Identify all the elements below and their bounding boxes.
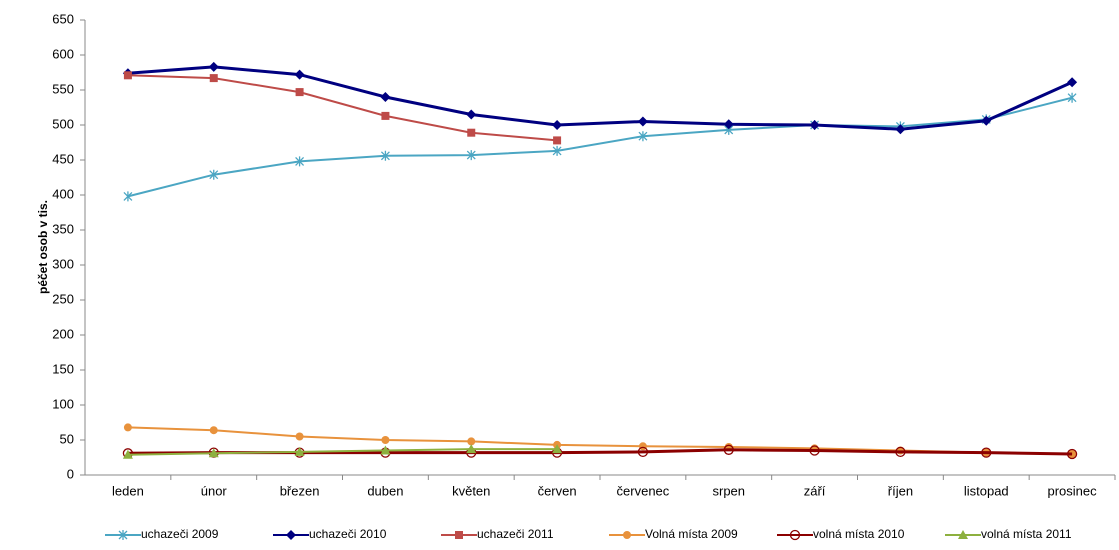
y-axis-label: péčet osob v tis. xyxy=(36,200,50,294)
x-tick-label: červenec xyxy=(617,483,670,498)
legend-label: uchazeči 2011 xyxy=(477,527,554,541)
data-point xyxy=(380,445,391,455)
x-tick-label: srpen xyxy=(712,483,745,498)
data-point xyxy=(466,109,477,120)
data-point xyxy=(209,74,218,83)
legend-marker xyxy=(455,531,463,539)
legend-label: uchazeči 2009 xyxy=(141,527,219,541)
legend-label: Volná místa 2009 xyxy=(645,527,738,541)
data-point xyxy=(295,156,305,167)
data-point xyxy=(981,115,992,126)
y-tick-label: 650 xyxy=(52,11,74,26)
data-point xyxy=(981,447,992,458)
series-line xyxy=(127,65,1073,131)
data-point xyxy=(809,120,820,130)
data-point xyxy=(552,145,562,156)
data-point xyxy=(381,436,390,444)
x-tick-label: říjen xyxy=(888,483,913,498)
data-point xyxy=(466,150,476,161)
y-tick-label: 500 xyxy=(52,116,74,131)
data-point xyxy=(809,445,820,456)
x-tick-label: listopad xyxy=(964,483,1009,498)
data-point xyxy=(209,169,219,180)
legend-label: volná místa 2010 xyxy=(813,527,905,541)
data-point xyxy=(1067,92,1077,103)
legend-marker xyxy=(286,530,296,540)
data-point xyxy=(466,444,477,454)
data-point xyxy=(294,69,305,80)
data-point xyxy=(467,437,476,446)
y-tick-label: 400 xyxy=(52,186,74,201)
data-point xyxy=(1066,448,1078,460)
legend-marker xyxy=(958,530,968,539)
data-point xyxy=(1067,77,1078,88)
data-point xyxy=(295,432,304,441)
data-point xyxy=(723,119,734,130)
x-tick-label: září xyxy=(804,483,826,498)
data-point xyxy=(552,444,563,454)
legend-marker xyxy=(118,530,128,540)
data-point xyxy=(723,444,734,455)
data-point xyxy=(380,92,391,102)
data-point xyxy=(209,426,218,435)
data-point xyxy=(895,446,906,458)
legend-marker xyxy=(623,531,631,539)
data-point xyxy=(294,446,305,456)
data-point xyxy=(295,88,304,97)
legend-marker xyxy=(789,529,801,541)
series-line xyxy=(127,426,1073,455)
data-point xyxy=(553,136,562,145)
y-tick-label: 600 xyxy=(52,46,74,61)
data-point xyxy=(895,124,906,135)
x-tick-label: leden xyxy=(112,483,144,498)
x-tick-label: prosinec xyxy=(1048,483,1098,498)
y-tick-label: 250 xyxy=(52,291,74,306)
y-tick-label: 350 xyxy=(52,221,74,236)
legend-label: volná místa 2011 xyxy=(981,527,1072,541)
y-tick-label: 200 xyxy=(52,326,74,341)
data-point xyxy=(381,111,390,120)
data-point xyxy=(637,446,649,458)
series-line xyxy=(127,96,1073,198)
y-tick-label: 450 xyxy=(52,151,74,166)
data-point xyxy=(208,448,219,458)
data-point xyxy=(552,120,563,130)
y-tick-label: 100 xyxy=(52,396,74,411)
x-tick-label: květen xyxy=(452,483,490,498)
data-point xyxy=(123,71,132,80)
data-point xyxy=(638,131,648,142)
data-point xyxy=(122,449,133,459)
x-tick-label: duben xyxy=(367,483,403,498)
x-tick-label: březen xyxy=(280,483,320,498)
y-tick-label: 550 xyxy=(52,81,74,96)
data-point xyxy=(637,116,648,127)
x-tick-label: únor xyxy=(201,483,228,498)
data-point xyxy=(123,423,132,432)
series-line xyxy=(127,74,558,142)
data-point xyxy=(123,191,133,202)
legend-label: uchazeči 2010 xyxy=(309,527,387,541)
data-point xyxy=(208,61,219,72)
x-tick-label: červen xyxy=(538,483,577,498)
series-line xyxy=(127,448,558,456)
y-tick-label: 300 xyxy=(52,256,74,271)
data-point xyxy=(380,150,390,161)
y-tick-label: 50 xyxy=(60,431,74,446)
y-tick-label: 0 xyxy=(67,466,74,481)
y-tick-label: 150 xyxy=(52,361,74,376)
data-point xyxy=(467,128,476,137)
